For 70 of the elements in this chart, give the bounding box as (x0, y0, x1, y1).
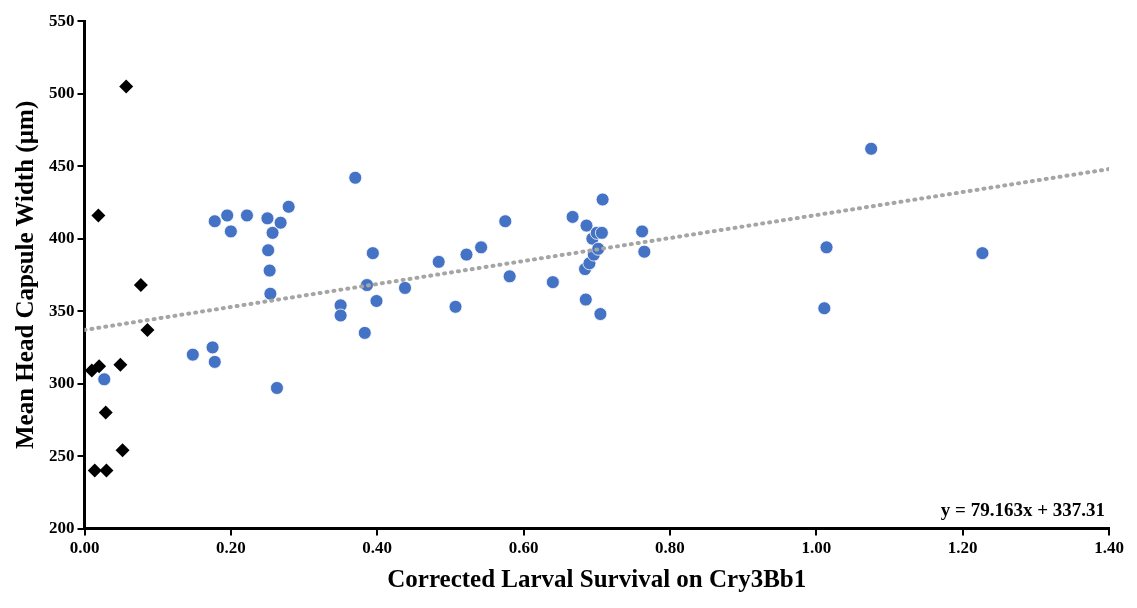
point (565, 210, 580, 224)
point (205, 340, 220, 355)
point (260, 211, 275, 226)
point (579, 218, 594, 233)
point (92, 359, 107, 374)
point (240, 208, 254, 223)
point (265, 225, 280, 240)
point (819, 240, 834, 255)
point (545, 275, 560, 290)
point (220, 208, 235, 223)
point (502, 269, 517, 284)
y-tick-label: 250 (49, 445, 75, 465)
annotation: y = 79.163x + 337.31 (940, 499, 1105, 521)
point (140, 322, 155, 337)
y-tick-label: 500 (49, 83, 75, 103)
point (115, 443, 130, 458)
point (398, 281, 412, 295)
point (281, 199, 296, 214)
point (595, 192, 610, 207)
x-tick-label: 0.00 (69, 538, 100, 558)
point (357, 325, 372, 340)
y-tick-label: 450 (49, 155, 75, 175)
point (270, 381, 284, 395)
x-tick-label: 0.60 (508, 538, 539, 558)
point (594, 225, 609, 240)
x-tick-label: 0.40 (362, 538, 393, 558)
y-tick-label: 300 (49, 373, 75, 393)
point (87, 463, 102, 478)
point (637, 244, 652, 259)
point (474, 240, 489, 255)
point (185, 347, 200, 362)
point (333, 308, 348, 323)
x-tick-label: 1.00 (801, 538, 832, 558)
x-axis-title: Corrected Larval Survival on Cry3Bb1 (387, 565, 807, 593)
point (578, 292, 593, 307)
point (635, 224, 650, 239)
point (864, 141, 879, 156)
point (262, 263, 277, 278)
point (273, 215, 288, 230)
point (207, 214, 222, 229)
y-tick-label: 200 (49, 517, 75, 537)
y-tick-label: 550 (49, 10, 75, 30)
point (448, 299, 463, 314)
point (97, 372, 112, 387)
y-axis-title: Mean Head Capsule Width (µm) (11, 100, 40, 450)
point (91, 208, 106, 223)
point (207, 354, 222, 369)
point (431, 254, 446, 269)
x-tick-label: 0.80 (655, 538, 685, 558)
point (98, 405, 113, 420)
point (498, 214, 513, 229)
x-tick-label: 1.40 (1094, 538, 1124, 558)
point (99, 463, 114, 478)
x-tick-label: 1.20 (947, 538, 978, 558)
point (365, 246, 380, 261)
point (119, 79, 134, 94)
point (223, 224, 238, 239)
point (113, 357, 128, 372)
point (348, 170, 363, 185)
point (263, 286, 278, 301)
point (817, 301, 832, 316)
point (133, 278, 148, 293)
y-tick-label: 400 (49, 228, 75, 248)
point (975, 246, 990, 261)
point (593, 307, 608, 321)
x-tick-label: 0.20 (215, 538, 246, 558)
y-tick-label: 350 (49, 300, 75, 320)
point (261, 243, 276, 258)
point (369, 294, 384, 308)
point (459, 247, 474, 262)
